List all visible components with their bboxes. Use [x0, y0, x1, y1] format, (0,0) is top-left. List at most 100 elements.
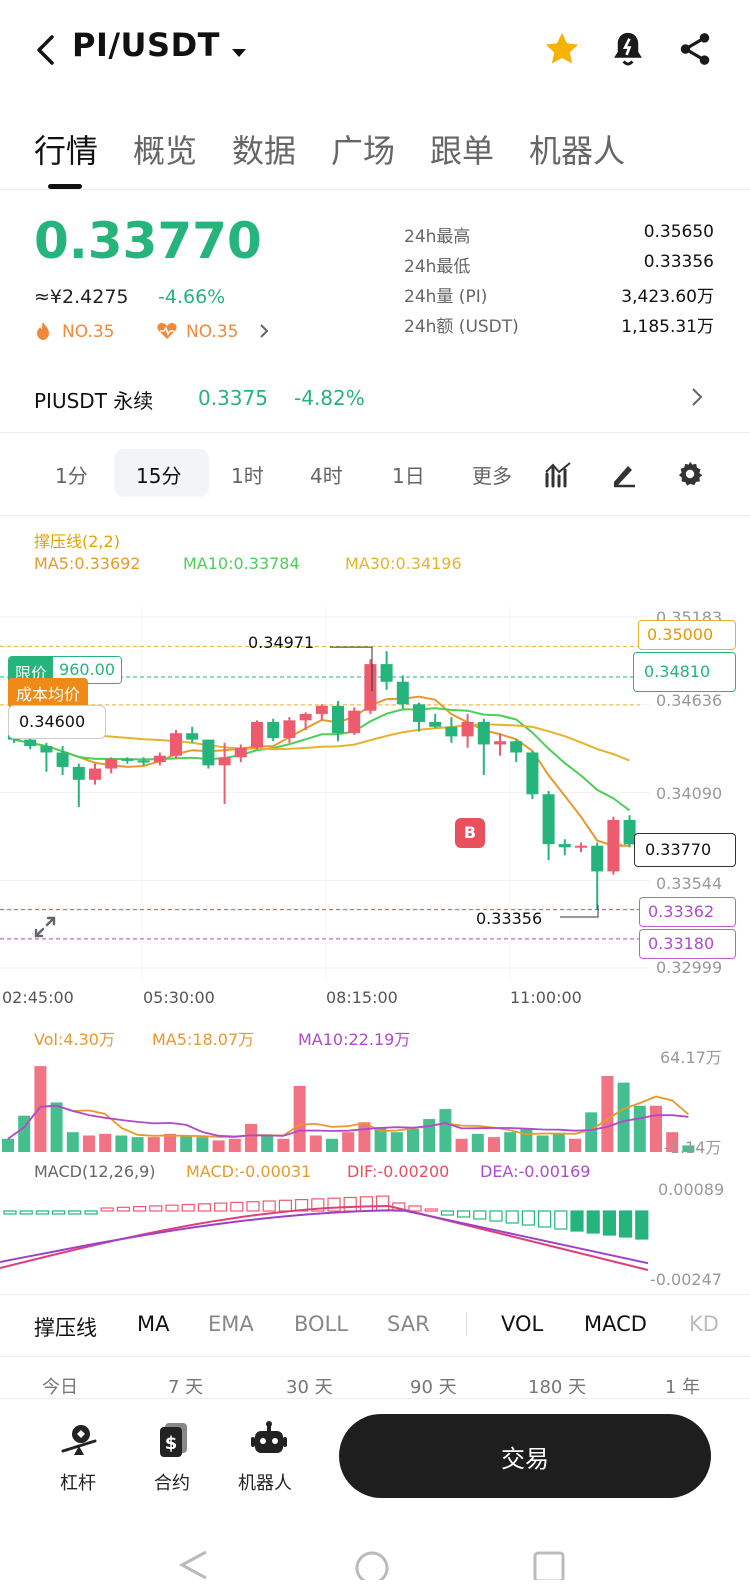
volume-bar — [536, 1135, 549, 1152]
ind-tab-kd[interactable]: KD — [689, 1312, 719, 1336]
interval-more[interactable]: 更多 — [472, 464, 512, 488]
indicator-chart-icon[interactable] — [543, 460, 573, 492]
candle-body — [364, 664, 377, 711]
volume-bar — [212, 1140, 225, 1152]
divider — [0, 1356, 750, 1357]
trade-button[interactable]: 交易 — [339, 1414, 711, 1498]
vol-max-label: 64.17万 — [660, 1048, 722, 1067]
macd-bar — [230, 1201, 244, 1212]
chevron-right-icon[interactable] — [690, 386, 704, 412]
robot-icon[interactable] — [250, 1421, 288, 1463]
tab-market[interactable]: 行情 — [34, 132, 99, 170]
fire-icon — [34, 321, 52, 345]
star-icon[interactable] — [543, 30, 581, 72]
candle-body — [461, 721, 474, 737]
nav-contract[interactable]: 合约 — [154, 1473, 190, 1494]
share-icon[interactable] — [676, 30, 714, 72]
volume-bar — [2, 1138, 14, 1152]
tab-data[interactable]: 数据 — [232, 132, 297, 170]
macd-value: MACD:-0.00031 — [186, 1162, 312, 1181]
macd-bar — [100, 1207, 114, 1212]
ind-tab-ma[interactable]: MA — [137, 1312, 170, 1336]
candle-body — [494, 741, 506, 745]
line-label-33362[interactable]: 0.33362 — [639, 897, 736, 927]
range-180d[interactable]: 180 天 — [528, 1377, 587, 1398]
line-label-33180[interactable]: 0.33180 — [639, 929, 736, 959]
ind-tab-boll[interactable]: BOLL — [294, 1312, 348, 1336]
interval-1m[interactable]: 1分 — [55, 464, 88, 488]
macd-bar — [424, 1208, 438, 1212]
macd-bar — [3, 1210, 17, 1215]
perp-name[interactable]: PIUSDT 永续 — [34, 389, 154, 413]
fullscreen-icon[interactable] — [30, 912, 60, 942]
volume-bar — [164, 1133, 176, 1152]
stat-label-volume: 24h量 (PI) — [404, 287, 488, 307]
ind-tab-vol[interactable]: VOL — [501, 1312, 544, 1336]
candle-body — [153, 755, 166, 763]
back-icon[interactable] — [32, 34, 60, 66]
system-home-icon[interactable] — [354, 1550, 390, 1584]
tab-overview[interactable]: 概览 — [133, 132, 198, 170]
candle-body — [72, 766, 85, 780]
macd-dea-line — [0, 1209, 649, 1265]
macd-bar — [554, 1210, 568, 1230]
candle-body — [218, 757, 231, 766]
tab-robot[interactable]: 机器人 — [529, 132, 626, 170]
axis-label-34636: 0.34636 — [656, 691, 723, 710]
nav-robot[interactable]: 机器人 — [238, 1473, 292, 1494]
macd-label: MACD(12,26,9) — [34, 1162, 156, 1181]
vol-ma5-label: MA5:18.07万 — [152, 1030, 255, 1049]
leverage-icon[interactable] — [60, 1421, 98, 1463]
price-alert-bell-icon[interactable] — [610, 30, 646, 72]
line-label-34810[interactable]: 0.34810 — [633, 652, 736, 692]
time-label: 08:15:00 — [326, 988, 398, 1007]
volume-bar — [439, 1109, 452, 1152]
nav-leverage[interactable]: 杠杆 — [60, 1473, 96, 1494]
range-1y[interactable]: 1 年 — [665, 1377, 701, 1398]
hot-rank[interactable]: NO.35 — [62, 322, 115, 342]
ind-tab-support[interactable]: 撑压线 — [34, 1316, 97, 1340]
tab-copy-trade[interactable]: 跟单 — [430, 132, 495, 170]
interval-1h[interactable]: 1时 — [231, 464, 264, 488]
macd-bar — [327, 1197, 341, 1212]
system-recents-icon[interactable] — [532, 1550, 566, 1584]
ma5-label: MA5:0.33692 — [34, 554, 141, 573]
range-today[interactable]: 今日 — [42, 1377, 78, 1398]
price-cny: ≈¥2.4275 — [34, 286, 129, 308]
vol-ma10-label: MA10:22.19万 — [298, 1030, 411, 1049]
support-resistance-label: 撑压线(2,2) — [34, 532, 120, 551]
macd-bar — [278, 1199, 292, 1212]
ind-tab-sar[interactable]: SAR — [387, 1312, 430, 1336]
candle-body — [396, 681, 409, 705]
volume-bar — [50, 1102, 63, 1152]
perp-price: 0.3375 — [198, 386, 268, 410]
volume-bar — [682, 1145, 695, 1152]
contract-icon[interactable]: $ — [156, 1421, 192, 1463]
interval-1d[interactable]: 1日 — [392, 464, 425, 488]
chevron-right-icon[interactable] — [258, 322, 270, 344]
volume-bar — [552, 1133, 565, 1152]
candlestick-chart[interactable] — [0, 600, 750, 1300]
interval-4h[interactable]: 4时 — [310, 464, 343, 488]
candle-body — [315, 705, 328, 714]
line-label-35000[interactable]: 0.35000 — [638, 620, 736, 650]
time-label: 05:30:00 — [143, 988, 215, 1007]
trend-rank[interactable]: NO.35 — [186, 322, 239, 342]
candle-body — [348, 710, 361, 734]
ind-tab-ema[interactable]: EMA — [208, 1312, 254, 1336]
range-30d[interactable]: 30 天 — [286, 1377, 333, 1398]
volume-bar — [131, 1137, 144, 1152]
ind-tab-macd[interactable]: MACD — [584, 1312, 647, 1336]
chevron-down-icon[interactable] — [230, 44, 248, 63]
system-back-icon[interactable] — [176, 1548, 210, 1584]
interval-15m[interactable]: 15分 — [136, 464, 182, 488]
pair-title[interactable]: PI/USDT — [72, 26, 220, 64]
candle-body — [380, 664, 393, 682]
tab-square[interactable]: 广场 — [331, 132, 396, 170]
gear-icon[interactable] — [676, 460, 704, 492]
range-7d[interactable]: 7 天 — [168, 1377, 204, 1398]
heart-pulse-icon — [156, 321, 178, 345]
draw-pen-icon[interactable] — [610, 460, 638, 492]
candle-body — [429, 721, 442, 727]
range-90d[interactable]: 90 天 — [410, 1377, 457, 1398]
